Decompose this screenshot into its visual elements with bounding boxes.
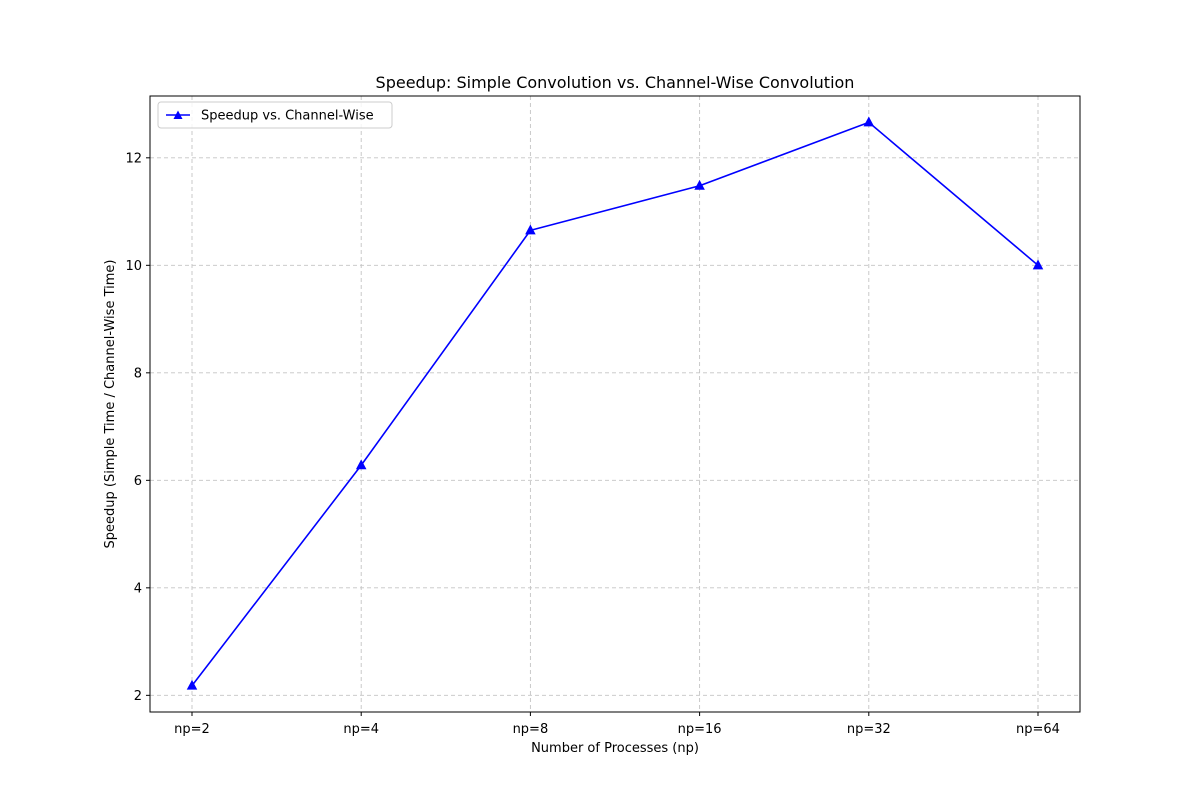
plot-frame [149,95,1081,713]
x-tick-label: np=32 [847,722,891,737]
data-point-marker [186,679,198,690]
x-axis-label: Number of Processes (np) [531,741,699,756]
legend-box [157,101,393,129]
legend-label: Speedup vs. Channel-Wise [201,109,374,124]
x-tick-label: np=2 [174,722,210,737]
chart-title: Speedup: Simple Convolution vs. Channel-… [376,73,855,92]
y-tick-label: 4 [134,581,142,596]
data-point-marker [694,179,705,190]
y-axis-label: Speedup (Simple Time / Channel-Wise Time… [103,260,118,549]
series-layer [186,116,1044,690]
data-point-marker [355,459,367,470]
axis-ticks: np=2 np=4 np=8 np=16 np=32 np=64 2 4 6 8 10 12 [125,151,1060,737]
series-line [191,121,1039,687]
legend: Speedup vs. Channel-Wise [157,101,393,129]
data-point-marker [1032,259,1044,270]
x-tick-label: np=4 [343,722,379,737]
y-tick-label: 10 [125,259,142,274]
data-point-marker [863,116,875,127]
y-tick-label: 8 [134,366,142,381]
y-tick-label: 12 [125,151,142,166]
grid [150,96,1080,712]
data-point-marker [525,224,536,235]
x-tick-label: np=64 [1016,722,1060,737]
y-tick-label: 2 [134,689,142,704]
x-tick-label: np=16 [678,722,722,737]
y-tick-label: 6 [134,474,142,489]
x-tick-label: np=8 [513,722,549,737]
legend-triangle-marker [173,110,183,119]
